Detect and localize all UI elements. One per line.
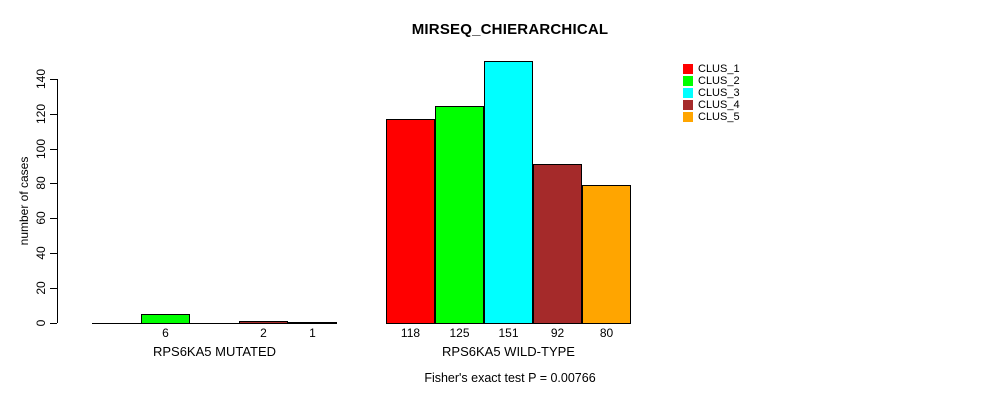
y-tick-mark [50, 149, 57, 150]
legend-swatch [683, 64, 693, 74]
legend-label: CLUS_5 [698, 111, 740, 123]
y-tick-label: 80 [34, 176, 48, 190]
bar-value-label: 1 [309, 326, 316, 340]
y-tick-label: 40 [34, 246, 48, 260]
legend-label: CLUS_1 [698, 63, 740, 75]
bar [533, 164, 582, 324]
legend-item: CLUS_2 [683, 75, 740, 87]
bar [582, 185, 631, 324]
bar-value-label: 118 [400, 326, 421, 340]
bar-value-label: 80 [599, 326, 614, 340]
bar [288, 322, 337, 324]
legend-item: CLUS_5 [683, 111, 740, 123]
x-group-label: RPS6KA5 WILD-TYPE [442, 344, 575, 359]
y-tick-label: 120 [34, 103, 48, 125]
bar [435, 106, 484, 324]
legend: CLUS_1 CLUS_2 CLUS_3 CLUS_4 CLUS_5 [683, 64, 740, 124]
chart-title: MIRSEQ_CHIERARCHICAL [411, 21, 609, 38]
y-axis-label: number of cases [17, 156, 31, 246]
y-tick-label: 0 [34, 319, 48, 327]
legend-swatch [683, 88, 693, 98]
bar [484, 61, 533, 324]
bar-zero-height [190, 323, 239, 324]
y-tick-label: 60 [34, 211, 48, 225]
y-tick-label: 100 [34, 138, 48, 160]
bar-value-label: 151 [498, 326, 519, 340]
bar [141, 314, 190, 324]
fisher-test-annotation: Fisher's exact test P = 0.00766 [424, 371, 596, 385]
legend-item: CLUS_4 [683, 99, 740, 111]
legend-swatch [683, 100, 693, 110]
bar [386, 119, 435, 324]
bar [239, 321, 288, 324]
bar-value-label: 6 [162, 326, 169, 340]
bar-value-label: 125 [449, 326, 470, 340]
legend-swatch [683, 76, 693, 86]
bar-value-label: 92 [550, 326, 565, 340]
legend-swatch [683, 112, 693, 122]
legend-item: CLUS_3 [683, 87, 740, 99]
y-tick-mark [50, 114, 57, 115]
legend-item: CLUS_1 [683, 63, 740, 75]
legend-label: CLUS_3 [698, 87, 740, 99]
y-tick-mark [50, 323, 57, 324]
y-axis-line [57, 79, 58, 323]
bar-zero-height [92, 323, 141, 324]
y-tick-mark [50, 79, 57, 80]
y-tick-mark [50, 288, 57, 289]
y-tick-mark [50, 218, 57, 219]
x-group-label: RPS6KA5 MUTATED [152, 344, 277, 359]
y-tick-label: 20 [34, 281, 48, 295]
y-tick-mark [50, 183, 57, 184]
bar-value-label: 2 [260, 326, 267, 340]
legend-label: CLUS_4 [698, 99, 740, 111]
y-tick-mark [50, 253, 57, 254]
y-tick-label: 140 [34, 68, 48, 90]
legend-label: CLUS_2 [698, 75, 740, 87]
